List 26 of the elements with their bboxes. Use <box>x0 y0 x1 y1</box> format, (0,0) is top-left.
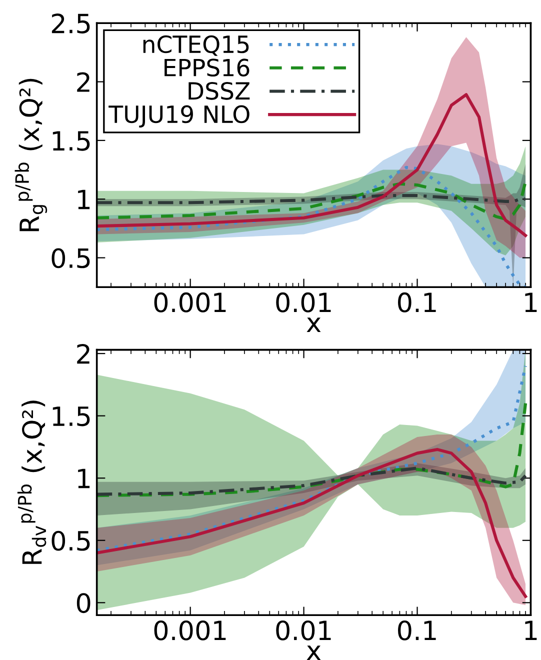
x-axis-title: x <box>306 646 321 660</box>
y-axis-title: R$_{dv}$$^{p/Pb}$ (x,Q²) <box>17 400 46 564</box>
y-tick-label: 0.5 <box>52 248 90 268</box>
legend-label: nCTEQ15 <box>143 35 249 56</box>
x-axis-title: x <box>306 318 321 332</box>
x-tick-label: 0.1 <box>398 292 436 312</box>
x-tick-label: 0.001 <box>154 292 226 312</box>
x-tick-label: 0.001 <box>154 620 226 640</box>
y-tick-label: 0 <box>76 593 90 614</box>
legend-label: DSSZ <box>188 82 250 100</box>
y-tick-label: 2 <box>77 72 90 92</box>
y-tick-label: 1.5 <box>52 131 90 151</box>
y-axis-title: R$_{g}$$^{p/Pb}$ (x,Q²) <box>14 78 48 232</box>
x-tick-label: 1 <box>525 620 537 640</box>
legend-label: TUJU19 NLO <box>108 105 250 128</box>
x-tick-label: 0.01 <box>276 620 331 640</box>
y-tick-label: 1.5 <box>52 406 90 426</box>
legend-label: EPPS16 <box>164 58 250 77</box>
y-tick-label: 0.5 <box>52 530 90 551</box>
x-tick-label: 1 <box>525 292 537 312</box>
y-tick-label: 2 <box>77 344 90 364</box>
x-tick-label: 0.1 <box>398 620 436 640</box>
y-tick-label: 1 <box>78 190 90 210</box>
y-tick-label: 2.5 <box>52 14 90 34</box>
x-tick-label: 0.01 <box>276 292 331 312</box>
y-tick-label: 1 <box>78 468 90 488</box>
